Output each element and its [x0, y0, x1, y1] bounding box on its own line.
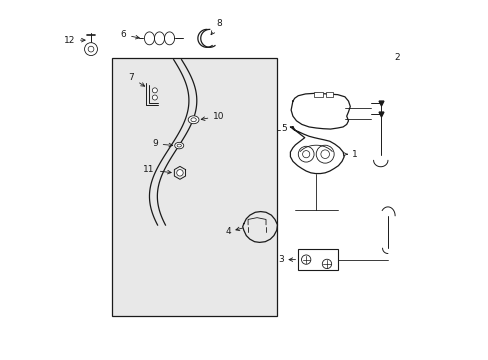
Ellipse shape — [177, 144, 181, 147]
Text: 8: 8 — [211, 19, 222, 35]
Text: 7: 7 — [128, 73, 144, 86]
Text: 1: 1 — [343, 150, 357, 159]
Circle shape — [88, 46, 94, 52]
Circle shape — [316, 145, 333, 163]
Ellipse shape — [174, 142, 183, 149]
Text: 9: 9 — [152, 139, 172, 148]
Circle shape — [302, 150, 309, 158]
Bar — [112, 58, 276, 316]
Bar — [298, 249, 337, 270]
Ellipse shape — [188, 116, 199, 124]
Circle shape — [152, 95, 157, 100]
Ellipse shape — [190, 118, 196, 122]
Bar — [325, 92, 332, 97]
Circle shape — [320, 150, 329, 158]
Circle shape — [176, 170, 183, 176]
Text: 2: 2 — [394, 53, 399, 62]
Text: 6: 6 — [120, 30, 139, 39]
Circle shape — [84, 42, 97, 55]
Text: 11: 11 — [143, 166, 171, 175]
Text: 10: 10 — [201, 112, 224, 121]
Circle shape — [298, 146, 313, 162]
Text: 5: 5 — [281, 123, 286, 132]
Text: 3: 3 — [278, 255, 295, 264]
Circle shape — [322, 259, 331, 269]
Circle shape — [301, 255, 310, 264]
Bar — [314, 92, 323, 97]
Text: 4: 4 — [225, 227, 242, 237]
Text: 12: 12 — [63, 36, 85, 45]
Circle shape — [152, 88, 157, 93]
